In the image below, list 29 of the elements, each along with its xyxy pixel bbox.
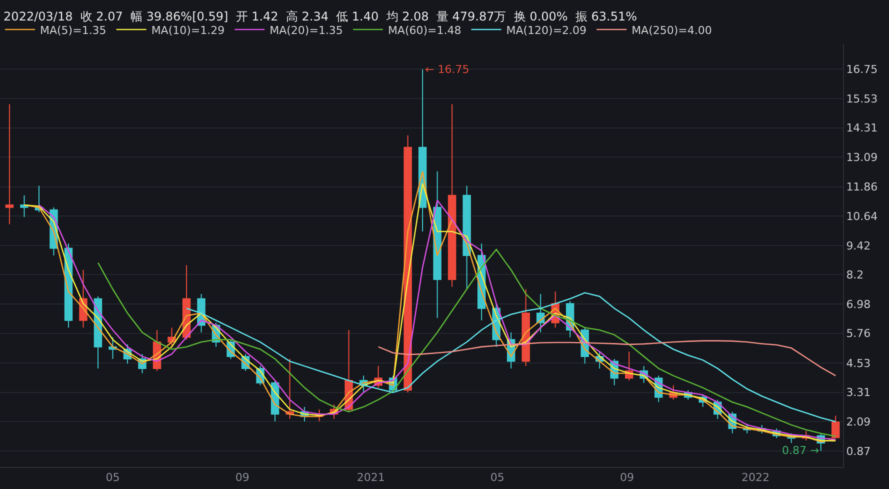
y-tick-label: 3.31 bbox=[846, 386, 871, 400]
y-tick-label: 5.76 bbox=[846, 327, 871, 340]
y-tick-label: 14.31 bbox=[846, 122, 878, 135]
x-tick-label: 05 bbox=[490, 471, 504, 484]
y-tick-label: 8.2 bbox=[846, 268, 864, 282]
legend-label: MA(120)=2.09 bbox=[506, 24, 587, 37]
annotation: 0.87 → bbox=[782, 444, 820, 457]
annotation: ← 16.75 bbox=[425, 63, 470, 76]
x-tick-label: 2021 bbox=[356, 471, 385, 484]
y-tick-label: 10.64 bbox=[846, 210, 878, 223]
x-tick-label: 2022 bbox=[742, 471, 770, 484]
y-tick-label: 4.53 bbox=[846, 356, 871, 370]
x-tick-label: 09 bbox=[620, 471, 634, 484]
y-tick-label: 2.09 bbox=[846, 415, 871, 428]
y-tick-label: 6.98 bbox=[846, 298, 871, 311]
y-tick-label: 9.42 bbox=[846, 239, 871, 252]
chart-title: 2022/03/18 收 2.07 幅 39.86%[0.59] 开 1.42 高 2.34 低 1.40 均 2.08 量 479.87万 换 0.00% 振 63.51% bbox=[4, 10, 638, 24]
legend-label: MA(10)=1.29 bbox=[151, 24, 225, 37]
y-tick-label: 16.75 bbox=[846, 63, 878, 76]
y-tick-label: 15.53 bbox=[846, 92, 878, 106]
y-tick-label: 11.86 bbox=[846, 180, 878, 194]
legend-label: MA(20)=1.35 bbox=[270, 24, 343, 37]
x-tick-label: 05 bbox=[106, 471, 120, 484]
x-tick-label: 09 bbox=[235, 471, 250, 484]
y-tick-label: 13.09 bbox=[846, 151, 878, 164]
legend-label: MA(60)=1.48 bbox=[388, 24, 462, 37]
y-tick-label: 0.87 bbox=[846, 444, 871, 458]
legend-label: MA(5)=1.35 bbox=[40, 24, 106, 37]
legend-label: MA(250)=4.00 bbox=[632, 24, 712, 37]
